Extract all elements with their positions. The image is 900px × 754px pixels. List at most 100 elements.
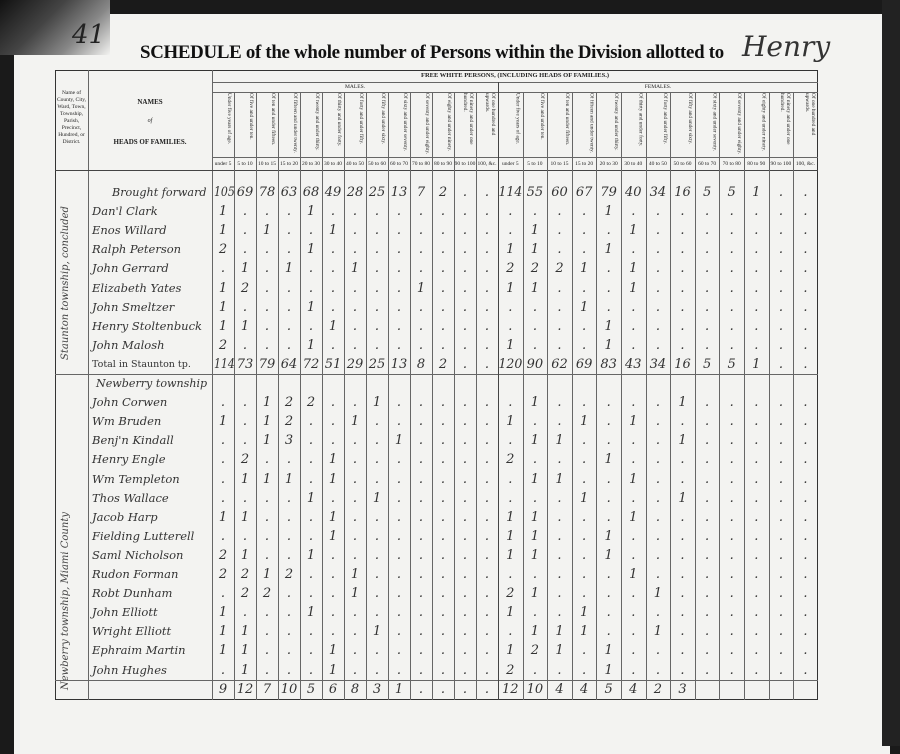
females-count-cell-text: .	[754, 395, 759, 411]
males-count-cell-text: .	[352, 337, 358, 353]
females-count-cell-text: .	[582, 433, 587, 449]
males-count-cell-text: .	[462, 242, 468, 258]
females-count-cell: .	[793, 431, 818, 450]
males-count-cell: .	[322, 546, 344, 565]
females-count-cell-text: .	[655, 547, 660, 563]
males-count-cell-text: 1	[350, 414, 360, 430]
females-count-cell: .	[596, 431, 621, 450]
head-of-family-name: Wright Elliott	[92, 622, 208, 641]
females-count-cell: .	[572, 393, 597, 412]
header-bottom-rule	[55, 170, 818, 171]
males-count-cell: .	[366, 641, 388, 660]
males-count-cell: .	[454, 317, 476, 336]
females-count-cell: 1	[621, 259, 646, 278]
males-count-cell-text: .	[352, 624, 358, 640]
females-count-cell-text: .	[729, 452, 734, 468]
males-count-cell: .	[366, 298, 388, 317]
females-count-cell: .	[769, 240, 794, 259]
males-count-cell-text: 1	[240, 318, 250, 334]
males-count-cell: 105	[212, 183, 235, 202]
header-divider	[212, 157, 818, 158]
females-count-cell-text: 83	[600, 356, 617, 372]
males-count-cell-text: .	[242, 204, 248, 220]
females-count-cell-text: .	[655, 605, 660, 621]
females-count-cell	[744, 680, 769, 699]
females-count-cell-text: .	[557, 395, 562, 411]
schedule-title-text: SCHEDULE of the whole number of Persons …	[140, 42, 724, 63]
females-age-short: 70 to 80	[719, 158, 744, 170]
males-count-cell: .	[300, 584, 322, 603]
females-count-cell	[498, 374, 523, 393]
females-count-cell: .	[646, 470, 671, 489]
males-age-short: 30 to 40	[322, 158, 344, 170]
females-count-cell-text: 4	[555, 681, 564, 697]
females-count-cell: .	[719, 259, 744, 278]
females-count-cell: .	[744, 508, 769, 527]
females-count-cell: .	[646, 431, 671, 450]
males-count-cell: .	[322, 336, 344, 355]
females-count-cell: .	[719, 336, 744, 355]
females-count-cell: 1	[498, 412, 523, 431]
males-count-cell-text: 2	[240, 280, 250, 296]
males-age-short: 15 to 20	[278, 158, 300, 170]
head-of-family-name-text: Jacob Harp	[92, 509, 158, 524]
females-count-cell: .	[769, 202, 794, 221]
males-count-cell-text: .	[330, 242, 336, 258]
females-count-cell-text: .	[606, 490, 611, 506]
females-count-cell: .	[695, 450, 720, 469]
males-count-cell: 1	[212, 317, 234, 336]
males-count-cell: .	[278, 279, 300, 298]
males-count-cell-text: 72	[302, 356, 320, 372]
males-count-cell: .	[410, 546, 432, 565]
males-count-cell-text: .	[418, 414, 424, 430]
males-count-cell-text: .	[440, 643, 446, 659]
females-age-label: Of fifty and under sixty.	[686, 93, 693, 144]
males-count-cell: 1	[234, 317, 256, 336]
males-count-cell-text: 1	[328, 471, 338, 487]
males-count-cell-text: 2	[218, 547, 228, 563]
males-count-cell: 2	[278, 393, 300, 412]
males-count-cell-text: 1	[262, 223, 272, 239]
males-count-cell: .	[234, 527, 256, 546]
females-count-cell: 1	[596, 661, 621, 680]
females-count-cell: .	[695, 527, 720, 546]
males-count-cell-text: .	[352, 490, 358, 506]
females-count-cell: .	[793, 546, 818, 565]
males-count-cell-text: .	[484, 681, 490, 697]
females-count-cell-text: .	[680, 204, 685, 220]
females-count-cell: .	[793, 603, 818, 622]
females-count-cell: .	[670, 527, 695, 546]
females-count-cell: .	[793, 202, 818, 221]
females-count-cell-text: .	[705, 280, 710, 296]
males-count-cell: 1	[212, 221, 234, 240]
females-count-cell-text: .	[680, 337, 685, 353]
males-count-cell-text: .	[396, 509, 402, 525]
males-count-cell-text: .	[352, 299, 358, 315]
males-count-cell-text: 1	[240, 643, 250, 659]
females-count-cell: .	[695, 508, 720, 527]
males-count-cell: .	[476, 355, 498, 374]
males-count-cell: 1	[300, 240, 322, 259]
males-count-cell-text: .	[264, 261, 270, 277]
females-count-cell: 1	[523, 240, 548, 259]
head-of-family-name: John Malosh	[92, 336, 208, 355]
females-count-cell: .	[572, 240, 597, 259]
males-count-cell: .	[344, 527, 366, 546]
males-count-cell-text: 1	[306, 337, 316, 353]
males-age-label: Of fifty and under sixty.	[380, 93, 386, 144]
males-count-cell-text: .	[352, 528, 358, 544]
females-age-short: 30 to 40	[621, 158, 646, 170]
males-count-cell-text: .	[308, 280, 314, 296]
column-divider	[621, 92, 622, 700]
males-count-cell-text: .	[484, 204, 490, 220]
males-count-cell: .	[410, 622, 432, 641]
males-count-cell-text: .	[308, 624, 314, 640]
females-count-cell-text: .	[754, 643, 759, 659]
females-count-cell-text: 1	[506, 605, 515, 621]
males-count-cell: .	[388, 259, 410, 278]
females-count-cell: .	[719, 508, 744, 527]
females-count-cell-text: 1	[530, 223, 540, 239]
females-count-cell-text: .	[655, 662, 660, 678]
males-count-cell: .	[388, 527, 410, 546]
head-of-family-name: Thos Wallace	[92, 489, 208, 508]
